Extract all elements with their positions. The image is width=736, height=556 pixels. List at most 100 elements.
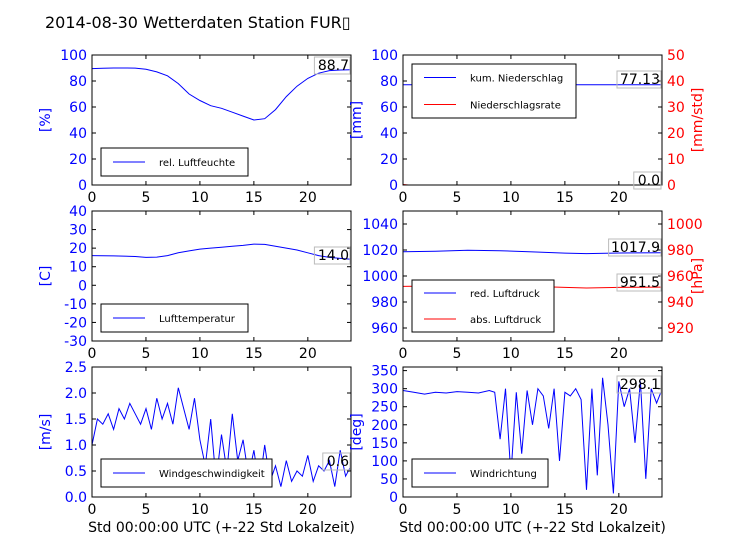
- y-tick-label-right-precipitation: 0: [667, 178, 676, 194]
- y-tick-label-humidity: 40: [69, 126, 87, 142]
- x-tick-label-windspeed: 15: [245, 502, 263, 518]
- y-tick-label-temperature: 0: [78, 278, 87, 294]
- x-tick-label-pressure: 5: [452, 346, 461, 362]
- last-value-label-humidity: 88.7: [318, 58, 349, 74]
- y-tick-label-temperature: 10: [69, 260, 87, 276]
- x-tick-label-windspeed: 5: [141, 502, 150, 518]
- x-tick-label-temperature: 15: [245, 346, 263, 362]
- legend-label-winddirection-0: Windrichtung: [470, 469, 537, 480]
- legend-label-humidity-0: rel. Luftfeuchte: [159, 158, 235, 169]
- legend-precipitation: kum. Niederschlag Niederschlagsrate: [411, 63, 577, 119]
- legend-label-temperature-0: Lufttemperatur: [159, 314, 236, 325]
- y-tick-label-windspeed: 1.0: [65, 438, 87, 454]
- y-tick-label-humidity: 100: [60, 48, 87, 64]
- y-axis-label-humidity: [%]: [38, 108, 54, 132]
- x-axis-label-winddirection: Std 00:00:00 UTC (+-22 Std Lokalzeit): [399, 520, 666, 536]
- y-tick-label-humidity: 20: [69, 152, 87, 168]
- last-value-label-pressure: 1017.9: [611, 240, 660, 256]
- plot-frame-humidity: [91, 54, 352, 186]
- y-tick-label-right-pressure: 1000: [667, 217, 703, 233]
- last-value-label-windspeed-box: [322, 452, 351, 471]
- series-line-winddirection-0: [402, 377, 663, 494]
- page-title: 2014-08-30 Wetterdaten Station FUR▯: [45, 13, 351, 32]
- y-tick-label-windspeed: 2.5: [65, 360, 87, 376]
- x-tick-label-precipitation: 0: [399, 190, 408, 206]
- y-tick-label-humidity: 80: [69, 74, 87, 90]
- panel-windspeed: 0 5 10 15 20 0.0 0.5 1.0 1.5 2.0 2.5 [m/s] Std 00:00…: [38, 360, 355, 536]
- y-axis-label-precipitation: [mm]: [349, 101, 365, 139]
- y-tick-label-humidity: 0: [78, 178, 87, 194]
- y-axis-label-temperature: [C]: [38, 266, 54, 287]
- y-tick-label-precipitation: 20: [380, 152, 398, 168]
- y-tick-label-winddirection: 100: [371, 454, 398, 470]
- y-axis-label-winddirection: [deg]: [349, 413, 365, 450]
- y-tick-label-right-pressure: 960: [667, 269, 694, 285]
- y-tick-label-winddirection: 150: [371, 436, 398, 452]
- legend-label-precipitation-0: kum. Niederschlag: [470, 74, 563, 85]
- y-axis-label-right-pressure: [hPa]: [690, 258, 706, 294]
- x-tick-label-precipitation: 10: [502, 190, 520, 206]
- y-tick-label-temperature: 20: [69, 241, 87, 257]
- panel-humidity: 0 5 10 15 20 0 20 40 60 80 100 [%] rel. Luftfeuchte 8…: [38, 48, 352, 206]
- last-value-label-right-precipitation: 0.0: [638, 173, 660, 189]
- x-tick-label-precipitation: 15: [556, 190, 574, 206]
- last-value-label-pressure-box: [608, 238, 662, 257]
- x-axis-label-windspeed: Std 00:00:00 UTC (+-22 Std Lokalzeit): [88, 520, 355, 536]
- x-tick-label-winddirection: 5: [452, 502, 461, 518]
- legend-label-precipitation-1: Niederschlagsrate: [470, 101, 561, 112]
- x-tick-label-temperature: 10: [191, 346, 209, 362]
- x-tick-label-humidity: 15: [245, 190, 263, 206]
- last-value-label-precipitation-box: [616, 70, 662, 89]
- legend-pressure: red. Luftdruck abs. Luftdruck: [411, 279, 555, 333]
- y-tick-label-right-precipitation: 20: [667, 126, 685, 142]
- x-tick-label-windspeed: 0: [88, 502, 97, 518]
- plot-frame-winddirection: [402, 366, 663, 498]
- series-line-temperature-0: [91, 243, 352, 260]
- x-tick-label-temperature: 5: [141, 346, 150, 362]
- panel-temperature: 0 5 10 15 20 -30 -20 -10 0 10 20 30 40 [C] Lufttempera…: [38, 204, 352, 362]
- y-tick-label-pressure: 960: [371, 321, 398, 337]
- y-tick-label-precipitation: 80: [380, 74, 398, 90]
- x-tick-label-winddirection: 15: [556, 502, 574, 518]
- x-tick-label-humidity: 5: [141, 190, 150, 206]
- legend-label-windspeed-0: Windgeschwindigkeit: [159, 469, 265, 480]
- x-tick-label-humidity: 20: [299, 190, 317, 206]
- plot-frame-temperature: [91, 210, 352, 342]
- y-tick-label-right-precipitation: 30: [667, 100, 685, 116]
- legend-temperature: Lufttemperatur: [100, 303, 249, 333]
- legend-frame-precipitation: [411, 63, 577, 119]
- y-tick-label-precipitation: 0: [389, 178, 398, 194]
- y-tick-label-winddirection: 50: [380, 472, 398, 488]
- panel-pressure: 0 5 10 15 20 960 980 1000 1020 1040 920 940 960 980 10…: [362, 210, 706, 362]
- last-value-label-humidity-box: [313, 56, 351, 75]
- y-tick-label-temperature: -20: [64, 315, 87, 331]
- last-value-label-right-precipitation-box: [633, 171, 662, 190]
- y-tick-label-right-pressure: 940: [667, 295, 694, 311]
- panel-precipitation: 0 5 10 15 20 0 20 40 60 80 100 0 10 20 30 40 50 [mm] [mm/s…: [349, 48, 706, 206]
- last-value-label-windspeed: 0.6: [327, 454, 349, 470]
- last-value-label-winddirection-box: [616, 375, 662, 394]
- x-tick-label-temperature: 20: [299, 346, 317, 362]
- y-tick-label-pressure: 1000: [362, 269, 398, 285]
- y-tick-label-precipitation: 100: [371, 48, 398, 64]
- x-tick-label-pressure: 10: [502, 346, 520, 362]
- legend-winddirection: Windrichtung: [411, 458, 549, 488]
- x-tick-label-winddirection: 0: [399, 502, 408, 518]
- last-value-label-right-pressure-box: [616, 273, 662, 292]
- x-tick-label-windspeed: 10: [191, 502, 209, 518]
- last-value-label-winddirection: 298.1: [620, 377, 660, 393]
- legend-windspeed: Windgeschwindigkeit: [100, 458, 273, 488]
- x-tick-label-precipitation: 20: [610, 190, 628, 206]
- y-tick-label-right-pressure: 920: [667, 321, 694, 337]
- y-tick-label-precipitation: 40: [380, 126, 398, 142]
- last-value-label-temperature-box: [313, 246, 351, 265]
- y-axis-label-right-precipitation: [mm/std]: [690, 88, 706, 153]
- y-tick-label-windspeed: 0.0: [65, 490, 87, 506]
- y-tick-label-pressure: 980: [371, 295, 398, 311]
- legend-humidity: rel. Luftfeuchte: [100, 147, 249, 177]
- y-tick-label-right-pressure: 980: [667, 243, 694, 259]
- legend-label-pressure-0: red. Luftdruck: [470, 289, 540, 300]
- legend-frame-pressure: [411, 279, 555, 333]
- y-tick-label-windspeed: 2.0: [65, 386, 87, 402]
